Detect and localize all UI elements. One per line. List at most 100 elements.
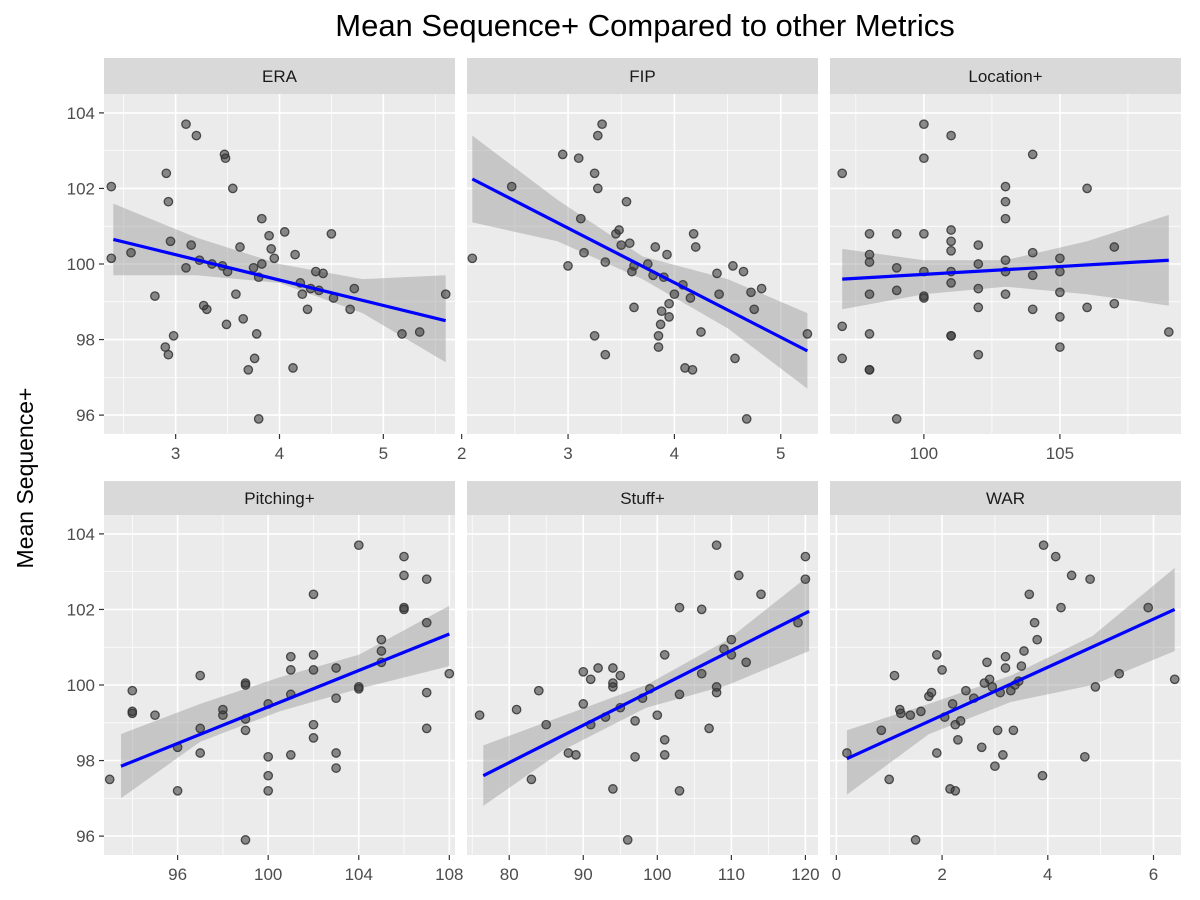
data-point [263, 751, 274, 762]
y-tick-label: 100 [67, 676, 95, 695]
data-point [876, 725, 887, 736]
data-point [864, 257, 875, 267]
panel-data [104, 540, 455, 845]
data-point [864, 289, 875, 300]
data-point [696, 604, 707, 615]
data-point [656, 306, 667, 317]
data-point [891, 262, 902, 273]
data-point [1090, 682, 1101, 692]
x-tick-label: 100 [643, 865, 671, 884]
facet-strip-label: ERA [262, 67, 298, 86]
data-point [331, 748, 341, 758]
data-point [168, 330, 179, 341]
y-tick-label: 96 [76, 827, 95, 846]
data-point [1114, 668, 1125, 679]
y-tick-label: 102 [67, 179, 95, 198]
data-point [285, 651, 296, 662]
confidence-band [121, 605, 450, 799]
regression-line [846, 607, 1176, 761]
gridlines [467, 515, 818, 855]
data-point [889, 670, 900, 681]
x-tick-label: 0 [832, 865, 841, 884]
data-point [653, 330, 664, 341]
data-point [864, 364, 875, 375]
data-point [1055, 266, 1065, 277]
data-point [1027, 270, 1038, 281]
data-point [308, 589, 319, 600]
data-point [592, 183, 603, 194]
data-point [741, 657, 752, 668]
data-point [688, 228, 699, 239]
data-point [345, 304, 355, 315]
data-point [326, 228, 337, 239]
data-point [696, 327, 706, 337]
data-point [608, 663, 618, 673]
data-point [614, 225, 624, 235]
data-point [1055, 287, 1065, 298]
data-point [621, 196, 632, 207]
facet-panel-stuff-: Stuff+ 80 90 100 110 120 [467, 481, 820, 884]
data-point [655, 319, 666, 330]
data-point [891, 285, 902, 296]
data-point [728, 261, 738, 271]
data-point [652, 710, 663, 721]
data-point [1000, 255, 1011, 266]
data-point [308, 665, 319, 675]
data-point [240, 680, 251, 690]
data-point [331, 663, 341, 673]
data-point [221, 319, 232, 330]
data-point [973, 349, 984, 360]
data-point [195, 723, 206, 734]
data-point [474, 710, 485, 721]
data-point [937, 665, 947, 675]
facet-panels: ERA 3 4 5 96 98 100 102 104 FIP 2 3 4 5 Location+ 100 10… [67, 58, 1181, 884]
data-point [163, 349, 174, 360]
data-point [201, 304, 212, 315]
data-point [1000, 289, 1011, 300]
data-point [421, 723, 432, 734]
data-point [690, 242, 701, 252]
data-point [1032, 634, 1043, 645]
data-point [630, 751, 640, 762]
data-point [563, 261, 573, 271]
data-point [919, 153, 929, 164]
data-point [746, 287, 756, 298]
data-point [1079, 751, 1090, 762]
x-tick-label: 4 [1043, 865, 1052, 884]
data-point [674, 785, 685, 796]
facet-strip [830, 58, 1181, 94]
data-point [1037, 770, 1048, 781]
data-point [1016, 661, 1027, 671]
data-point [1027, 304, 1038, 315]
data-point [600, 349, 611, 360]
panel-data [474, 540, 811, 845]
data-point [263, 770, 274, 781]
data-point [622, 835, 633, 845]
facet-panel-fip: FIP 2 3 4 5 [457, 58, 818, 463]
data-point [1085, 574, 1095, 585]
data-point [931, 748, 942, 758]
data-point [440, 289, 451, 300]
data-point [726, 634, 737, 645]
data-point [308, 719, 319, 730]
x-tick-label: 2 [937, 865, 946, 884]
x-tick-label: 120 [791, 865, 819, 884]
panel-data [842, 540, 1180, 845]
data-point [931, 649, 942, 660]
data-point [308, 649, 319, 660]
data-point [659, 750, 670, 760]
data-point [910, 835, 921, 845]
data-point [249, 353, 260, 364]
data-point [195, 748, 206, 758]
facet-strip-label: Location+ [968, 67, 1042, 86]
data-point [950, 785, 961, 796]
data-point [240, 725, 251, 736]
x-tick-label: 3 [563, 444, 572, 463]
facet-strip [467, 58, 818, 94]
data-point [1029, 617, 1040, 628]
data-point [297, 289, 308, 300]
data-point [1066, 570, 1077, 581]
data-point [650, 242, 661, 252]
data-point [659, 734, 670, 745]
data-point [973, 283, 984, 294]
